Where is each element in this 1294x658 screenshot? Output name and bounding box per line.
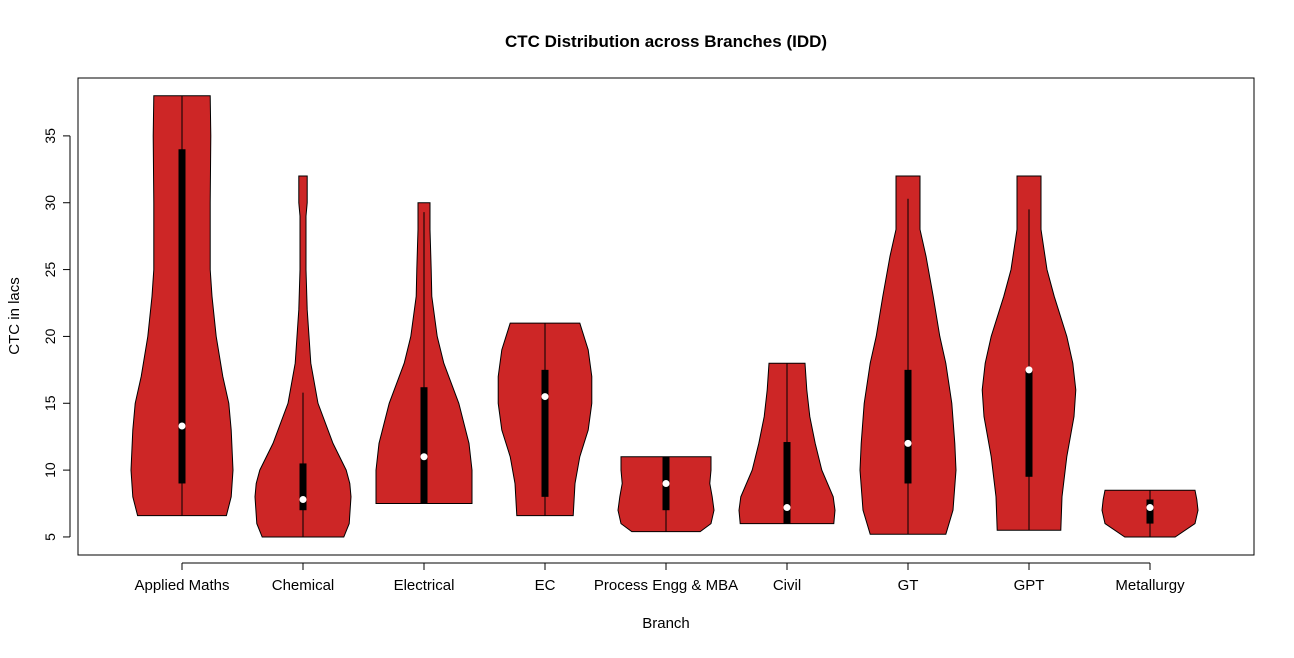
x-axis-label: Branch — [642, 615, 690, 632]
chart-title: CTC Distribution across Branches (IDD) — [505, 32, 827, 51]
violin-shape — [254, 175, 352, 538]
x-tick-label: EC — [535, 577, 556, 594]
x-tick-label: Process Engg & MBA — [594, 577, 738, 594]
plot-frame — [77, 77, 1255, 556]
violin-applied-maths — [130, 95, 234, 517]
x-axis: Applied Maths Chemical Electrical EC Process… — [134, 562, 1185, 594]
y-tick-label: 10 — [42, 462, 58, 478]
y-tick-label: 20 — [42, 328, 58, 344]
median-point — [783, 504, 791, 512]
y-axis: 5 10 15 20 25 30 35 — [42, 128, 71, 541]
median-point — [662, 479, 670, 487]
y-tick-label: 5 — [42, 533, 58, 541]
violin-gt — [859, 175, 957, 535]
x-tick-label: GPT — [1014, 577, 1045, 594]
x-tick-label: Civil — [773, 577, 801, 594]
y-axis-label: CTC in lacs — [6, 277, 23, 355]
violin-ec — [497, 322, 593, 517]
x-tick-label: Chemical — [272, 577, 335, 594]
iqr-box — [178, 149, 186, 484]
iqr-box — [1025, 369, 1033, 477]
violin-gpt — [981, 175, 1077, 531]
iqr-box — [904, 369, 912, 484]
median-point — [541, 393, 549, 401]
median-point — [420, 453, 428, 461]
violins — [130, 95, 1199, 538]
iqr-box — [299, 463, 307, 511]
y-tick-label: 30 — [42, 195, 58, 211]
x-tick-label: GT — [898, 577, 919, 594]
y-tick-label: 15 — [42, 395, 58, 411]
x-tick-label: Metallurgy — [1115, 577, 1185, 594]
median-point — [904, 439, 912, 447]
y-tick-label: 25 — [42, 262, 58, 278]
median-point — [178, 422, 186, 430]
violin-chemical — [254, 175, 352, 538]
iqr-box — [783, 442, 791, 524]
iqr-box — [420, 387, 428, 504]
iqr-box — [1146, 499, 1154, 524]
x-tick-label: Applied Maths — [134, 577, 229, 594]
x-tick-label: Electrical — [394, 577, 455, 594]
violin-electrical — [375, 202, 473, 504]
y-tick-label: 35 — [42, 128, 58, 144]
median-point — [1025, 366, 1033, 374]
violin-civil — [738, 362, 836, 525]
violin-metallurgy — [1101, 489, 1199, 538]
median-point — [299, 496, 307, 504]
iqr-box — [541, 369, 549, 497]
median-point — [1146, 504, 1154, 512]
violin-process-engg-mba — [617, 456, 715, 533]
